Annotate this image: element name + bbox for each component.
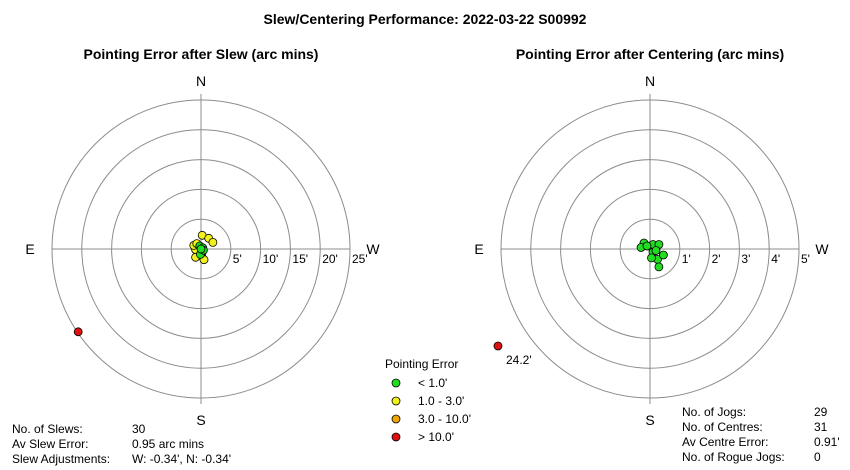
- centre-stat-row: No. of Jogs: 29: [682, 405, 840, 420]
- ring-label: 10': [263, 252, 279, 266]
- legend-item-label: 1.0 - 3.0': [418, 394, 464, 408]
- ring-label: 3': [741, 252, 750, 266]
- centre-stat-value: 31: [814, 420, 828, 434]
- legend-marker: [391, 378, 401, 388]
- chart-title: Pointing Error after Centering (arc mins…: [516, 46, 784, 62]
- compass-east-label: E: [25, 241, 34, 257]
- centre-stat-row: No. of Rogue Jogs: 0: [682, 450, 840, 465]
- data-point: [647, 253, 656, 263]
- figure-title: Slew/Centering Performance: 2022-03-22 S…: [264, 11, 587, 27]
- centre-stat-label: No. of Jogs:: [682, 405, 747, 419]
- data-point: [196, 244, 206, 254]
- ring-label: 5': [801, 252, 810, 266]
- ring-label: 5': [233, 252, 242, 266]
- rogue-data-point: [493, 341, 503, 351]
- legend-title: Pointing Error: [385, 357, 458, 371]
- legend-item-label: < 1.0': [418, 376, 447, 390]
- compass-north-label: N: [645, 73, 655, 89]
- centre-stat-label: No. of Rogue Jogs:: [682, 450, 785, 464]
- data-point: [208, 237, 218, 247]
- legend-marker: [391, 396, 401, 406]
- ring-label: 2': [712, 252, 721, 266]
- compass-south-label: S: [645, 412, 654, 428]
- data-point: [642, 241, 652, 251]
- centre-stat-row: No. of Centres: 31: [682, 420, 840, 435]
- centre-stat-label: Av Centre Error:: [682, 435, 769, 449]
- centre-stat-value: 0.91': [814, 435, 840, 449]
- slew-stat-value: W: -0.34', N: -0.34': [132, 452, 232, 466]
- ring-label: 4': [771, 252, 780, 266]
- data-point: [654, 262, 664, 272]
- slew-stat-label: Slew Adjustments:: [12, 452, 111, 466]
- compass-west-label: W: [815, 241, 829, 257]
- data-point: [659, 250, 668, 260]
- chart-title: Pointing Error after Slew (arc mins): [84, 46, 319, 62]
- data-point: [651, 246, 661, 255]
- slew-stat-row: Av Slew Error: 0.95 arc mins: [12, 437, 231, 452]
- centre-stats-panel: No. of Jogs: 29 No. of Centres: 31 Av Cent…: [682, 405, 840, 465]
- legend-marker: [391, 414, 401, 424]
- ring-label: 20': [322, 252, 338, 266]
- slew-stat-value: 0.95 arc mins: [132, 437, 205, 451]
- data-point: [73, 327, 83, 337]
- centre-stat-row: Av Centre Error: 0.91': [682, 435, 840, 450]
- slew-stats-panel: No. of Slews: 30 Av Slew Error: 0.95 arc m…: [12, 422, 231, 467]
- centre-stat-value: 0: [814, 450, 821, 464]
- slew-stat-row: Slew Adjustments: W: -0.34', N: -0.34': [12, 452, 231, 467]
- compass-south-label: S: [196, 412, 205, 428]
- slew-stat-value: 30: [132, 422, 146, 436]
- legend-marker: [391, 432, 401, 442]
- ring-label: 25': [352, 252, 368, 266]
- slew-stat-row: No. of Slews: 30: [12, 422, 231, 437]
- legend-item-label: 3.0 - 10.0': [418, 412, 471, 426]
- compass-east-label: E: [474, 241, 483, 257]
- slew-stat-label: Av Slew Error:: [12, 437, 89, 451]
- rogue-point-label: 24.2': [506, 353, 532, 367]
- centre-stat-label: No. of Centres:: [682, 420, 763, 434]
- legend-item-label: > 10.0': [418, 430, 454, 444]
- ring-label: 1': [682, 252, 691, 266]
- compass-west-label: W: [366, 241, 380, 257]
- compass-north-label: N: [196, 73, 206, 89]
- ring-label: 15': [292, 252, 308, 266]
- slew-stat-label: No. of Slews:: [12, 422, 83, 436]
- centre-stat-value: 29: [814, 405, 828, 419]
